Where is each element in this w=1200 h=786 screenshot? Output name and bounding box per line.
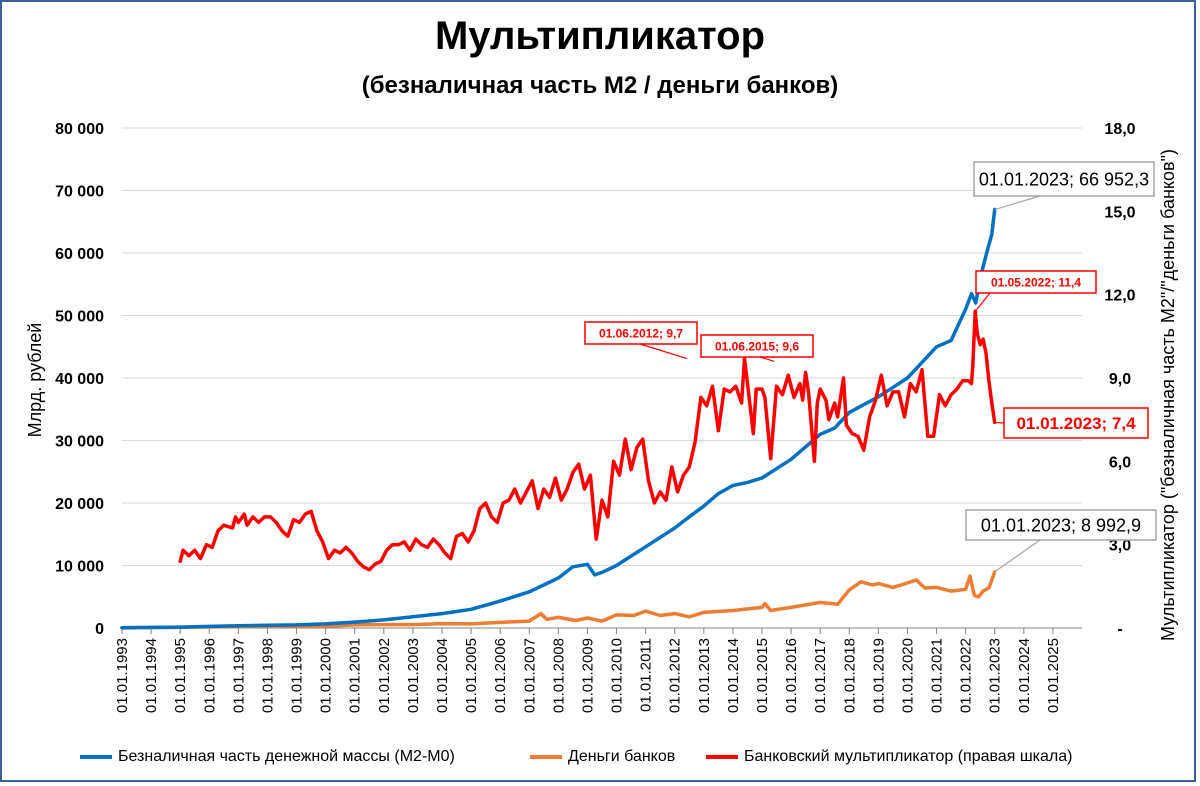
- x-tick-label: 01.01.2023: [987, 638, 1004, 713]
- x-tick-label: 01.01.2020: [899, 638, 916, 713]
- x-tick-label: 01.01.1996: [201, 638, 218, 713]
- x-tick-label: 01.01.2007: [521, 638, 538, 713]
- x-tick-label: 01.01.2008: [550, 638, 567, 713]
- legend-item-multiplier: Банковский мультипликатор (правая шкала): [706, 748, 1072, 766]
- left-tick-label: 60 000: [55, 246, 104, 263]
- x-tick-label: 01.01.1997: [230, 638, 247, 713]
- annotation-box: [1003, 407, 1149, 439]
- annotations: 01.01.2023; 66 952,3 01.01.2023; 8 992,9 0…: [584, 161, 1157, 573]
- x-tick-label: 01.01.2001: [347, 638, 364, 713]
- series-line-2: [178, 309, 997, 572]
- legend: Безналичная часть денежной массы (М2-М0)…: [80, 748, 1180, 772]
- x-tick-label: 01.01.2025: [1045, 638, 1062, 713]
- x-tick-label: 01.01.2015: [754, 638, 771, 713]
- right-tick-label: 12,0: [1104, 288, 1135, 305]
- right-tick-label: -: [1117, 621, 1122, 638]
- annotation-leader: [994, 421, 1005, 424]
- x-tick-label: 01.01.2003: [405, 638, 422, 713]
- x-tick-label: 01.01.2011: [638, 638, 655, 712]
- legend-label: Банковский мультипликатор (правая шкала): [744, 748, 1073, 765]
- chart-title: Мультипликатор: [434, 14, 766, 58]
- x-tick-label: 01.01.2014: [725, 638, 742, 713]
- annotation-leader: [974, 292, 991, 312]
- left-tick-label: 50 000: [55, 309, 104, 326]
- x-tick-label: 01.01.2006: [492, 638, 509, 713]
- x-tick-label: 01.01.2019: [870, 638, 887, 713]
- x-tick-label: 01.01.2012: [667, 638, 684, 713]
- right-tick-label: 9,0: [1109, 371, 1131, 388]
- x-tick-label: 01.01.2022: [958, 638, 975, 713]
- right-tick-label: 18,0: [1104, 121, 1135, 138]
- legend-swatch: [80, 755, 112, 759]
- right-tick-label: 15,0: [1104, 204, 1135, 221]
- x-tick-label: 01.01.2013: [696, 638, 713, 713]
- left-axis-ticks: 0 10 000 20 000 30 000 40 000 50 000 60 000 70 …: [55, 121, 104, 638]
- x-tick-label: 01.01.1998: [259, 638, 276, 713]
- annotation-label: 01.01.2023; 66 952,3: [979, 169, 1149, 189]
- annotation-label: 01.06.2012; 9,7: [599, 326, 683, 340]
- annotation-box: [965, 509, 1157, 541]
- legend-label: Деньги банков: [568, 748, 676, 765]
- x-tick-label: 01.01.1995: [172, 638, 189, 713]
- series-line-0: [120, 207, 997, 630]
- right-axis-title: Мультипликатор ("безналичная часть М2"/"…: [1158, 149, 1178, 641]
- legend-swatch: [530, 755, 562, 759]
- x-tick-label: 01.01.2010: [609, 638, 626, 713]
- x-tick-label: 01.01.2000: [318, 638, 335, 713]
- annotation-label: 01.05.2022; 11,4: [991, 275, 1081, 289]
- series-line-1: [120, 570, 997, 630]
- left-tick-label: 40 000: [55, 371, 104, 388]
- x-tick-label: 01.01.2021: [929, 638, 946, 713]
- legend-swatch: [706, 755, 738, 759]
- x-tick-label: 01.01.2002: [376, 638, 393, 713]
- x-tick-label: 01.01.1999: [289, 638, 306, 713]
- annotation-label: 01.06.2015; 9,6: [715, 339, 799, 353]
- x-tick-label: 01.01.2018: [841, 638, 858, 713]
- x-tick-label: 01.01.2005: [463, 638, 480, 713]
- legend-label: Безналичная часть денежной массы (М2-М0): [118, 748, 455, 765]
- right-axis-ticks: - 3,0 6,0 9,0 12,0 15,0 18,0: [1104, 121, 1135, 638]
- chart-subtitle: (безналичная часть М2 / деньги банков): [361, 72, 839, 99]
- x-tick-label: 01.01.2024: [1016, 638, 1033, 713]
- right-tick-label: 6,0: [1109, 454, 1131, 471]
- x-tick-label: 01.01.1993: [114, 638, 131, 713]
- x-tick-label: 01.01.2016: [783, 638, 800, 713]
- annotation-box: [975, 270, 1097, 294]
- annotation-leader: [639, 343, 688, 360]
- x-tick-label: 01.01.2009: [579, 638, 596, 713]
- annotation-box: [973, 161, 1155, 197]
- annotation-label: 01.01.2023; 7,4: [1016, 414, 1136, 433]
- x-axis-ticks: 01.01.1993 01.01.1994 01.01.1995 01.01.1996…: [114, 628, 1062, 713]
- x-tick-label: 01.01.2004: [434, 638, 451, 713]
- annotation-box: [700, 334, 814, 358]
- annotation-box: [584, 321, 698, 345]
- annotation-label: 01.01.2023; 8 992,9: [981, 515, 1141, 535]
- left-tick-label: 80 000: [55, 121, 104, 138]
- annotation-leader: [994, 195, 1041, 211]
- right-tick-label: 3,0: [1109, 538, 1131, 555]
- left-tick-label: 10 000: [55, 559, 104, 576]
- left-tick-label: 20 000: [55, 496, 104, 513]
- left-tick-label: 70 000: [55, 184, 104, 201]
- x-tick-label: 01.01.2017: [812, 638, 829, 713]
- left-tick-label: 30 000: [55, 434, 104, 451]
- legend-item-bank-money: Деньги банков: [530, 748, 675, 766]
- x-tick-label: 01.01.1994: [143, 638, 160, 713]
- series-lines: [120, 207, 997, 630]
- left-tick-label: 0: [95, 621, 104, 638]
- grid: [122, 127, 1082, 629]
- legend-item-noncash: Безналичная часть денежной массы (М2-М0): [80, 748, 455, 766]
- annotation-leader: [994, 539, 1041, 573]
- left-axis-title: Млрд. рублей: [25, 323, 45, 438]
